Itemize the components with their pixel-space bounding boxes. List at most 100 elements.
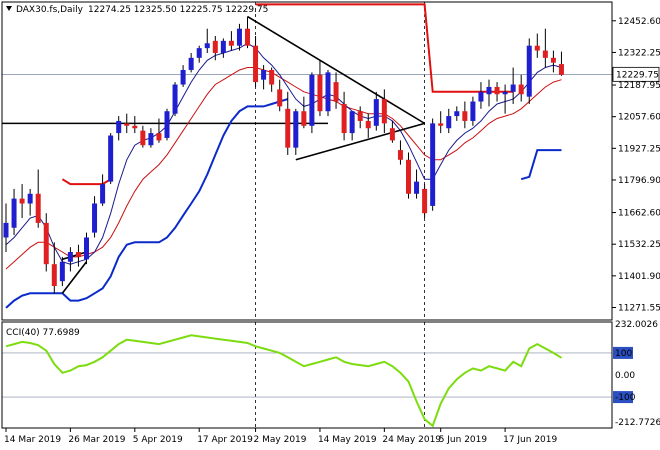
x-tick-label: 5 Jun 2019 xyxy=(439,435,488,445)
candle-body xyxy=(550,57,556,63)
cci-tick-label: -100 xyxy=(615,393,636,403)
price-tick-label: 11401.90 xyxy=(618,272,660,282)
candle-body xyxy=(75,252,81,257)
candle-body xyxy=(325,72,331,112)
candle-body xyxy=(406,159,411,194)
candle-body xyxy=(132,125,138,129)
candle-body xyxy=(446,116,452,129)
fast-ma-line xyxy=(5,42,562,265)
candle-body xyxy=(92,203,98,233)
collapse-arrow-icon[interactable] xyxy=(6,6,12,11)
candle-body xyxy=(11,198,17,228)
cci-tick-label: 100 xyxy=(615,349,632,359)
cci-level-tag xyxy=(613,346,633,359)
candle-body xyxy=(502,91,508,95)
price-tick-label: 12057.60 xyxy=(618,113,660,123)
candle-body xyxy=(478,91,484,102)
candle-body xyxy=(180,69,186,85)
price-tick-label: 11532.25 xyxy=(618,240,660,250)
x-tick-label: 14 Mar 2019 xyxy=(4,435,61,445)
x-tick-label: 17 Jun 2019 xyxy=(503,435,557,445)
x-tick-label: 24 May 2019 xyxy=(382,435,441,445)
candle-body xyxy=(389,128,395,141)
price-tick-label: 12452.60 xyxy=(618,17,660,27)
candle-body xyxy=(542,50,548,58)
candle-body xyxy=(236,28,242,46)
candle-body xyxy=(164,111,170,138)
price-tag-box xyxy=(612,66,660,82)
candle-body xyxy=(212,40,218,53)
cci-frame xyxy=(1,321,613,429)
candle-body xyxy=(422,188,428,214)
candle-body xyxy=(220,40,226,53)
x-tick-label: 5 Apr 2019 xyxy=(133,435,183,445)
candle-body xyxy=(381,99,387,124)
x-tick-label: 14 May 2019 xyxy=(318,435,377,445)
candle-body xyxy=(357,111,363,121)
candle-body xyxy=(309,74,315,126)
candle-body xyxy=(333,82,339,102)
x-tick-label: 17 Apr 2019 xyxy=(197,435,253,445)
trend-line xyxy=(61,261,88,294)
candle-body xyxy=(438,123,444,126)
candle-body xyxy=(414,181,420,194)
candle-body xyxy=(245,28,250,46)
candle-body xyxy=(293,111,299,148)
candle-body xyxy=(454,111,460,117)
candle-body xyxy=(84,237,89,260)
candle-body xyxy=(27,193,33,204)
candle-body xyxy=(35,193,41,223)
candle-body xyxy=(19,198,25,204)
cci-line xyxy=(5,334,563,428)
candle-body xyxy=(156,133,162,141)
candle-body xyxy=(261,69,267,80)
price-tick-label: 11662.60 xyxy=(618,209,660,219)
lower-envelope-line xyxy=(520,149,562,181)
candle-body xyxy=(510,84,516,92)
candle-body xyxy=(148,133,154,146)
trend-line xyxy=(295,122,425,161)
cci-tick-label: -212.7726 xyxy=(615,418,660,428)
price-tag-label: 12229.75 xyxy=(616,70,659,80)
candle-body xyxy=(397,150,403,160)
candle-body xyxy=(196,48,202,58)
candle-body xyxy=(285,108,291,148)
x-tick-label: 26 Mar 2019 xyxy=(68,435,125,445)
candle-body xyxy=(116,120,122,134)
price-frame xyxy=(1,1,613,321)
candle-body xyxy=(534,45,540,51)
candle-body xyxy=(518,84,524,95)
candle-body xyxy=(3,222,9,238)
price-tick-label: 12187.95 xyxy=(618,81,660,91)
candle-body xyxy=(67,252,73,262)
cci-label: CCI(40) 77.6989 xyxy=(6,328,80,338)
candle-body xyxy=(188,57,194,70)
candle-body xyxy=(59,261,65,282)
candle-body xyxy=(526,45,532,97)
price-tick-label: 12322.25 xyxy=(618,48,660,58)
candle-body xyxy=(317,74,323,112)
candle-body xyxy=(486,86,492,95)
candle-body xyxy=(140,130,146,146)
ohlc-readout: 12274.25 12325.50 12225.75 12229.75 xyxy=(88,5,268,15)
trend-line xyxy=(62,251,87,261)
price-panel xyxy=(2,2,612,320)
upper-envelope-line xyxy=(255,3,514,93)
candle-body xyxy=(365,120,371,129)
candle-body xyxy=(100,184,106,204)
candle-body xyxy=(558,64,564,75)
price-tick-label: 11796.90 xyxy=(618,176,660,186)
candle-body xyxy=(43,222,49,265)
candle-body xyxy=(204,43,210,49)
cci-level-tag xyxy=(613,391,633,404)
lower-envelope-line xyxy=(5,98,289,309)
candle-body xyxy=(462,111,468,121)
cci-tick-label: 232.0026 xyxy=(615,320,658,330)
upper-envelope-line xyxy=(61,178,112,186)
candle-body xyxy=(51,264,57,287)
candle-body xyxy=(430,123,436,206)
slow-ma-line xyxy=(5,67,562,270)
cci-panel xyxy=(2,322,612,428)
